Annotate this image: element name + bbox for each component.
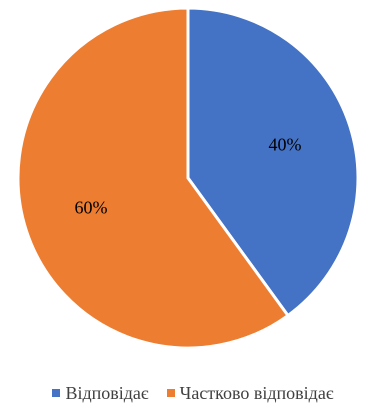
pie-data-labels: 40% 60% [74, 135, 301, 218]
pie-chart-svg: 40% 60% [16, 6, 360, 350]
legend-item-vidpovidaie: Відповідає [52, 382, 149, 404]
data-label-vidpovidaie: 40% [269, 135, 302, 155]
legend-swatch-chastkovo-vidpovidaie [166, 389, 175, 397]
legend-label-chastkovo-vidpovidaie: Частково відповідає [179, 382, 334, 403]
pie-slices [16, 6, 360, 350]
data-label-chastkovo-vidpovidaie: 60% [74, 198, 107, 218]
chart-legend: Відповідає Частково відповідає [0, 378, 386, 408]
legend-label-vidpovidaie: Відповідає [65, 382, 149, 403]
legend-item-chastkovo-vidpovidaie: Частково відповідає [166, 382, 334, 404]
pie-slice-vidpovidaie [186, 6, 360, 318]
pie-slice-chastkovo-vidpovidaie [16, 6, 291, 350]
legend-swatch-vidpovidaie [52, 389, 61, 397]
